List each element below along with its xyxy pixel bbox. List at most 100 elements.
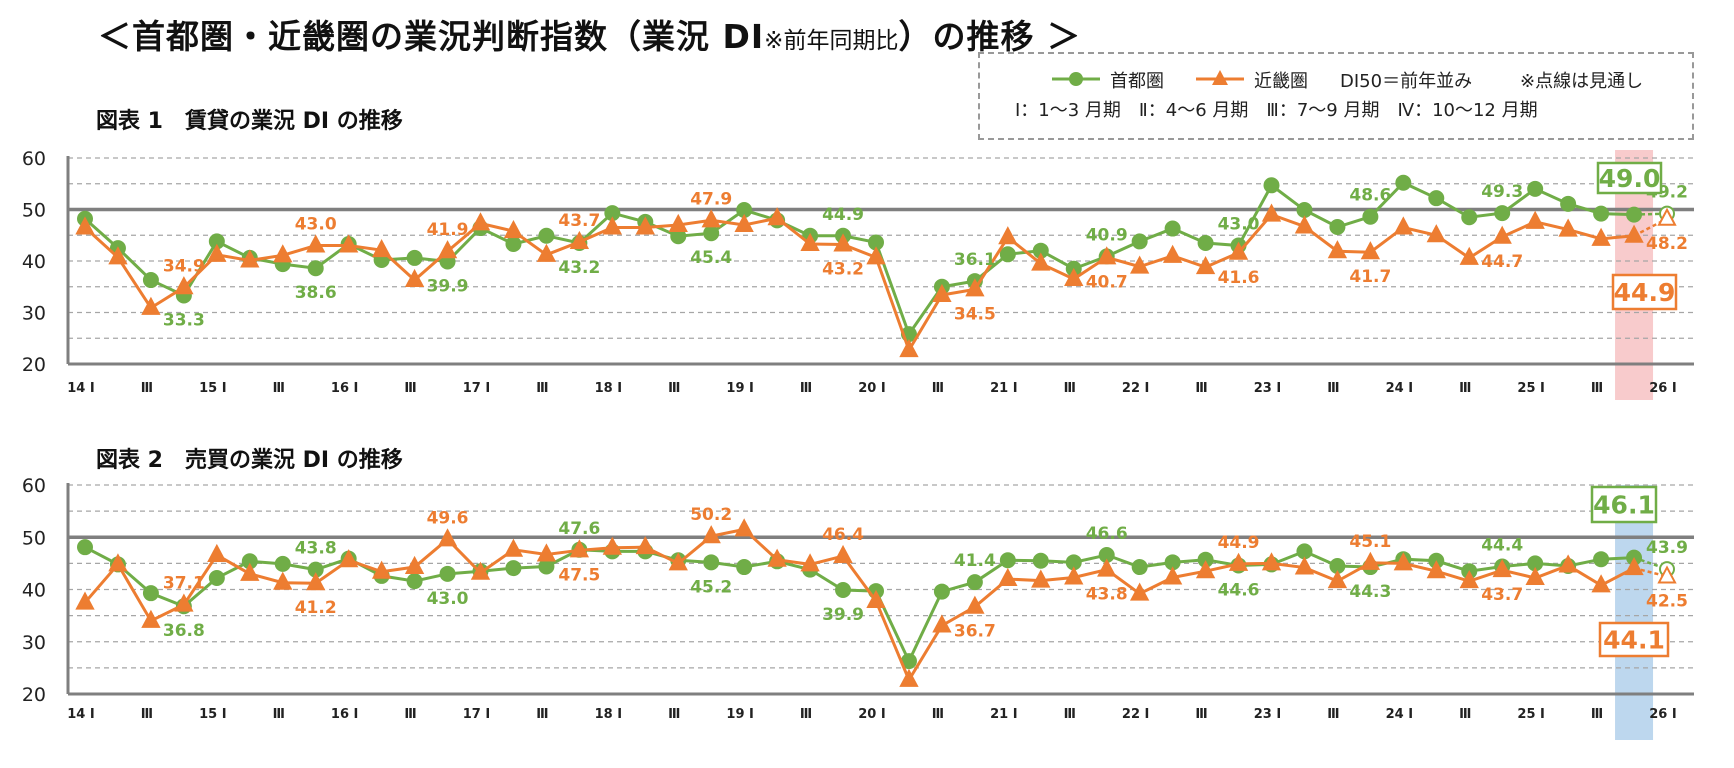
x-tick-label: Ⅲ bbox=[273, 707, 285, 722]
capital-point bbox=[1461, 209, 1478, 226]
capital-point bbox=[77, 539, 93, 556]
callout-value: 44.9 bbox=[1614, 278, 1676, 307]
callout-value: 44.1 bbox=[1603, 626, 1665, 655]
legend-quarters: Ⅰ：1〜3 月期 Ⅱ：4〜6 月期 Ⅲ：7〜9 月期 Ⅳ：10〜12 月期 bbox=[1015, 100, 1538, 121]
capital-point bbox=[1593, 205, 1610, 222]
kinki-point bbox=[833, 233, 853, 252]
kinki-point bbox=[1129, 255, 1150, 274]
x-tick-label: 19 Ⅰ bbox=[726, 707, 753, 722]
capital-point bbox=[1362, 208, 1379, 225]
data-label: 47.6 bbox=[558, 519, 600, 539]
kinki-point bbox=[1195, 256, 1216, 275]
chart-title: 図表 1 賃貸の業況 DI の推移 bbox=[96, 108, 403, 134]
kinki-point bbox=[240, 562, 260, 581]
kinki-point bbox=[833, 544, 853, 564]
title-note: ※前年同期比 bbox=[764, 28, 899, 54]
kinki-point bbox=[273, 244, 293, 263]
y-tick-label: 60 bbox=[22, 475, 46, 497]
kinki-point bbox=[1558, 554, 1578, 573]
data-label: 48.6 bbox=[1349, 186, 1391, 206]
kinki-point bbox=[734, 518, 754, 537]
capital-point bbox=[1131, 233, 1148, 250]
capital-point bbox=[208, 570, 225, 587]
data-label: 44.3 bbox=[1349, 582, 1391, 602]
x-tick-label: 14 Ⅰ bbox=[67, 707, 94, 722]
x-tick-label: Ⅲ bbox=[1459, 707, 1471, 722]
kinki-point bbox=[1426, 224, 1446, 243]
x-tick-label: Ⅲ bbox=[404, 381, 416, 396]
kinki-point bbox=[1294, 215, 1315, 234]
data-label: 43.2 bbox=[558, 258, 600, 278]
page-title: ＜首都圏・近畿圏の業況判断指数（業況 DI※前年同期比）の推移 ＞ bbox=[98, 10, 1081, 58]
x-tick-label: Ⅲ bbox=[1064, 381, 1076, 396]
title-main-1: ＜首都圏・近畿圏の業況判断指数（業況 DI bbox=[98, 17, 765, 56]
kinki-point bbox=[767, 207, 787, 226]
kinki-point bbox=[207, 543, 227, 563]
x-tick-label: Ⅲ bbox=[1459, 381, 1471, 396]
kinki-point bbox=[174, 593, 194, 612]
capital-point bbox=[1626, 206, 1643, 223]
y-tick-label: 30 bbox=[22, 632, 46, 654]
x-tick-label: 23 Ⅰ bbox=[1254, 381, 1281, 396]
capital-point bbox=[1131, 559, 1148, 576]
capital-point bbox=[1263, 177, 1280, 194]
kinki-point bbox=[404, 555, 425, 575]
x-tick-label: Ⅲ bbox=[800, 707, 812, 722]
data-label: 41.6 bbox=[1218, 268, 1260, 288]
kinki-point bbox=[437, 240, 458, 259]
data-label: 43.7 bbox=[1481, 585, 1523, 605]
capital-point bbox=[1395, 174, 1412, 191]
x-tick-label: Ⅲ bbox=[668, 707, 680, 722]
x-tick-label: Ⅲ bbox=[668, 381, 680, 396]
x-tick-label: 23 Ⅰ bbox=[1254, 707, 1281, 722]
capital-point bbox=[307, 260, 324, 277]
x-tick-label: 24 Ⅰ bbox=[1386, 381, 1413, 396]
kinki-point bbox=[800, 232, 820, 252]
kinki-point bbox=[932, 283, 952, 302]
kinki-point bbox=[1064, 566, 1084, 585]
legend: 首都圏 近畿圏 DI50＝前年並み ※点線は見通し Ⅰ：1〜3 月期 Ⅱ：4〜6… bbox=[1015, 70, 1643, 121]
data-label: 39.9 bbox=[427, 277, 469, 297]
x-tick-label: 20 Ⅰ bbox=[858, 707, 885, 722]
kinki-point bbox=[866, 246, 886, 265]
capital-point bbox=[406, 573, 423, 590]
capital-point bbox=[1494, 205, 1511, 222]
capital-point bbox=[406, 249, 423, 266]
kinki-point bbox=[1360, 241, 1381, 260]
callout-box bbox=[1590, 485, 1658, 524]
x-tick-label: Ⅲ bbox=[1327, 381, 1339, 396]
x-tick-label: 18 Ⅰ bbox=[595, 381, 622, 396]
kinki-point bbox=[569, 539, 590, 558]
capital-point bbox=[1560, 195, 1577, 212]
capital-point bbox=[142, 272, 159, 289]
kinki-point bbox=[338, 549, 359, 568]
data-label: 48.2 bbox=[1646, 234, 1688, 254]
kinki-point bbox=[536, 543, 557, 562]
data-label: 43.0 bbox=[1218, 215, 1260, 235]
y-tick-label: 50 bbox=[22, 200, 46, 222]
kinki-point bbox=[569, 230, 590, 249]
capital-point bbox=[1197, 234, 1214, 251]
x-tick-label: Ⅲ bbox=[932, 381, 944, 396]
data-label: 36.8 bbox=[163, 621, 205, 641]
x-tick-label: 25 Ⅰ bbox=[1517, 707, 1544, 722]
x-tick-label: 21 Ⅰ bbox=[990, 381, 1017, 396]
x-tick-label: Ⅲ bbox=[800, 381, 812, 396]
data-label: 46.6 bbox=[1086, 524, 1128, 544]
capital-point bbox=[538, 227, 555, 244]
y-tick-label: 20 bbox=[22, 684, 46, 706]
x-tick-label: 17 Ⅰ bbox=[463, 707, 490, 722]
x-tick-label: Ⅲ bbox=[1327, 707, 1339, 722]
legend-box bbox=[978, 52, 1694, 140]
legend-forecast-note: ※点線は見通し bbox=[1520, 71, 1643, 92]
data-label: 44.9 bbox=[1218, 533, 1260, 553]
kinki-point bbox=[1327, 240, 1348, 259]
data-label: 49.3 bbox=[1481, 182, 1523, 202]
capital-point bbox=[1593, 551, 1610, 568]
data-label: 43.8 bbox=[1086, 585, 1128, 605]
legend-kinki-marker bbox=[1212, 70, 1228, 85]
kinki-point bbox=[1162, 566, 1183, 585]
kinki-point bbox=[1624, 224, 1644, 243]
kinki-point bbox=[1492, 225, 1512, 244]
capital-point bbox=[933, 583, 950, 600]
